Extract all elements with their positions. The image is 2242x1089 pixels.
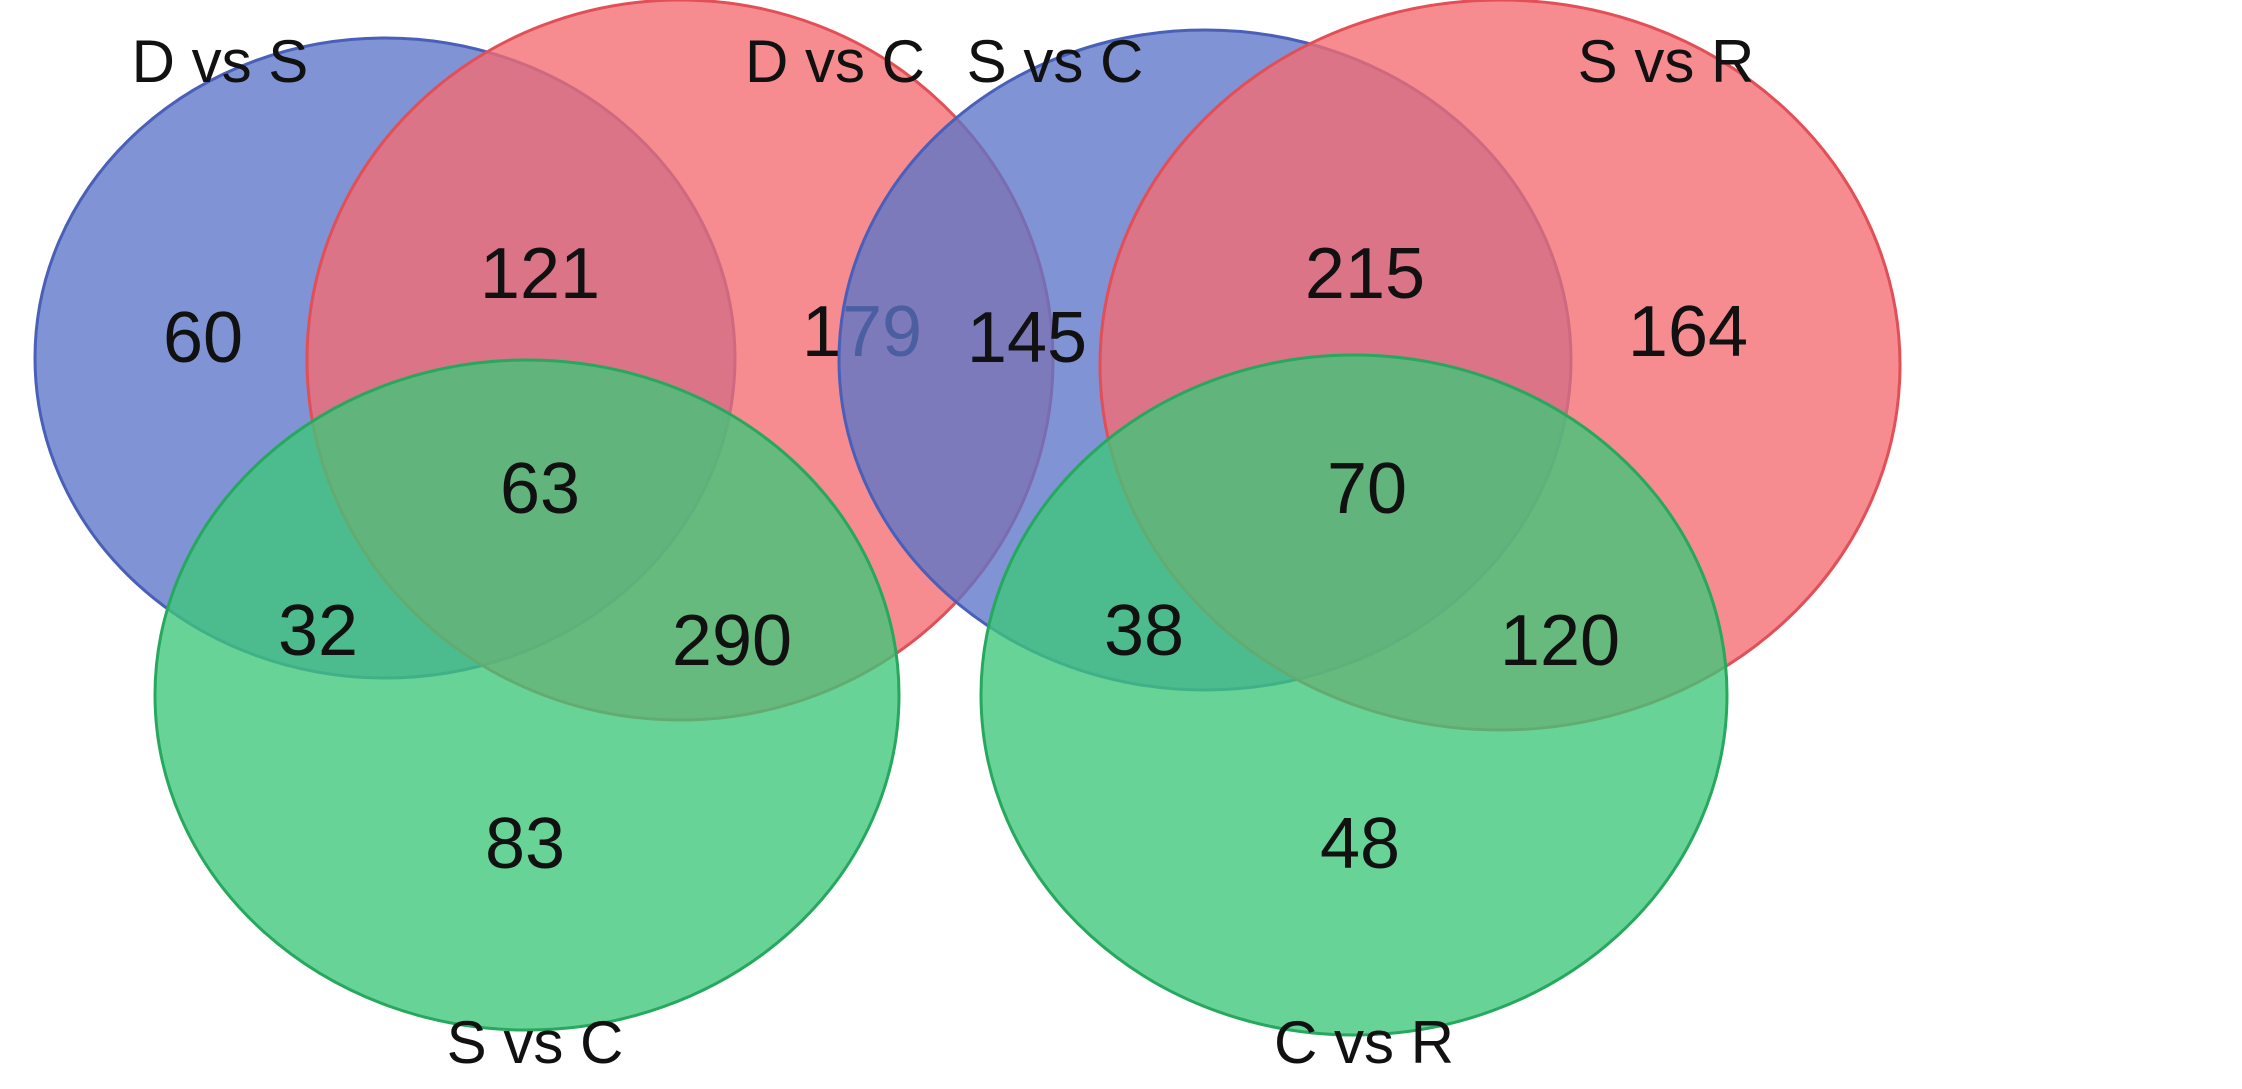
venn-right: S vs C S vs R C vs R 145 215 164 70 38 1… <box>837 0 1902 1076</box>
venn-left-count-only-top-left: 60 <box>163 298 243 378</box>
venn-left-count-only-bottom: 83 <box>485 804 565 884</box>
venn-left-count-top-left-and-bottom: 32 <box>278 591 358 671</box>
venn-left-count-top-right-and-bottom: 290 <box>672 601 792 681</box>
venn-right-set-label-top-right: S vs R <box>1578 28 1755 95</box>
venn-right-set-label-bottom: C vs R <box>1274 1009 1454 1076</box>
venn-left-set-label-bottom: S vs C <box>447 1009 624 1076</box>
venn-right-count-all-three: 70 <box>1327 449 1407 529</box>
venn-right-count-top-left-and-top-right: 215 <box>1305 234 1425 314</box>
venn-left-count-all-three: 63 <box>500 449 580 529</box>
venn-right-count-only-top-left: 145 <box>967 298 1087 378</box>
venn-right-count-top-left-and-bottom: 38 <box>1104 591 1184 671</box>
venn-left-set-label-top-left: D vs S <box>132 28 309 95</box>
venn-left: D vs S D vs C S vs C 60 121 179 63 32 29… <box>33 0 1055 1076</box>
venn-left-set-label-top-right: D vs C <box>745 28 925 95</box>
venn-left-count-top-left-and-top-right: 121 <box>480 234 600 314</box>
venn-right-count-only-top-right: 164 <box>1628 292 1748 372</box>
venn-right-count-only-bottom: 48 <box>1320 804 1400 884</box>
venn-left-set-bottom-circle <box>153 358 901 1032</box>
venn-right-count-top-right-and-bottom: 120 <box>1500 601 1620 681</box>
venn-right-set-bottom-circle <box>979 353 1729 1037</box>
venn-right-set-label-top-left: S vs C <box>967 28 1144 95</box>
